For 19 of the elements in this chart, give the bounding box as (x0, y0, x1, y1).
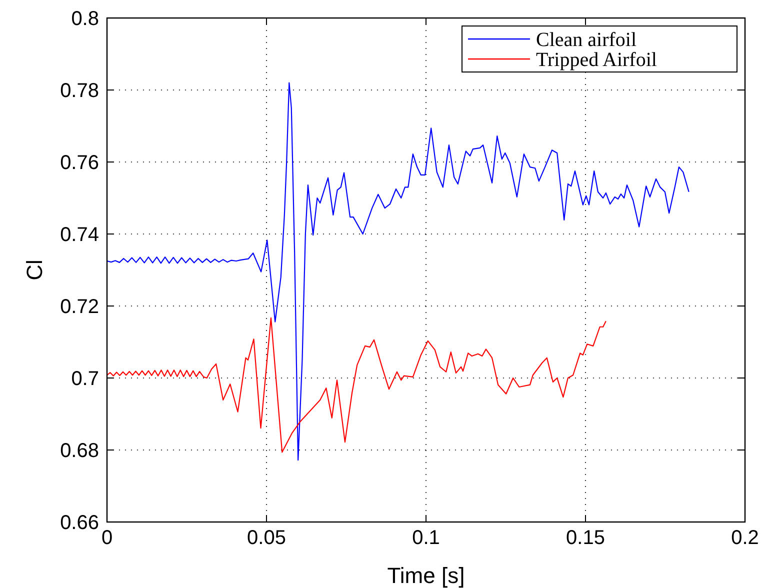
legend-label: Tripped Airfoil (536, 49, 658, 71)
x-tick-label: 0.2 (731, 527, 759, 549)
y-tick-label: 0.66 (60, 512, 99, 534)
y-tick-label: 0.74 (60, 224, 99, 246)
y-tick-label: 0.78 (60, 80, 99, 102)
line-series (106, 317, 606, 453)
y-tick-label: 0.68 (60, 440, 99, 462)
y-tick-label: 0.8 (71, 8, 99, 30)
x-tick-label: 0.1 (412, 527, 440, 549)
legend-label: Clean airfoil (536, 29, 637, 51)
x-axis-title: Time [s] (387, 563, 465, 588)
y-tick-label: 0.76 (60, 152, 99, 174)
x-tick-label: 0.15 (566, 527, 605, 549)
y-axis-title: Cl (22, 260, 47, 280)
line-series (106, 82, 690, 461)
y-tick-label: 0.72 (60, 296, 99, 318)
y-tick-label: 0.7 (71, 368, 99, 390)
x-tick-label: 0 (101, 527, 113, 549)
x-tick-label: 0.05 (247, 527, 286, 549)
